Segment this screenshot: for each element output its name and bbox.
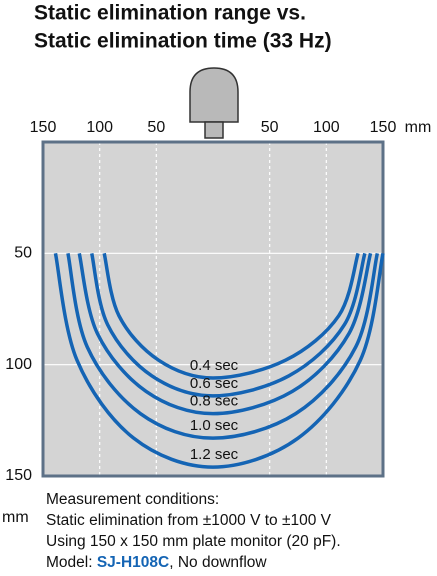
x-tick-label: 50 [261, 119, 279, 136]
model-note: Model: SJ-H108C, No downflow [46, 554, 267, 571]
contour-line [77, 252, 373, 416]
chart-title: Static elimination range vs. [34, 2, 306, 25]
note: Static elimination from ±1000 V to ±100 … [46, 512, 332, 529]
y-tick-label: 150 [5, 467, 32, 484]
contour-line [90, 252, 367, 398]
model-name: SJ-H108C [97, 554, 169, 571]
x-tick-label: 100 [313, 119, 340, 136]
contour-line [102, 252, 360, 380]
x-tick-label: 150 [370, 119, 397, 136]
x-tick-label: 100 [86, 119, 113, 136]
series-label: 1.0 sec [190, 417, 239, 434]
sensor-head [189, 67, 239, 139]
contour-line [66, 252, 380, 440]
y-tick-label: 100 [5, 356, 32, 373]
plot-border [41, 140, 385, 478]
chart-title: Static elimination time (33 Hz) [34, 30, 332, 53]
note: Using 150 x 150 mm plate monitor (20 pF)… [46, 533, 341, 550]
contour-line [53, 252, 385, 469]
x-tick-label: 150 [30, 119, 57, 136]
series-label: 0.4 sec [190, 357, 239, 374]
x-tick-label: 50 [147, 119, 165, 136]
series-label: 1.2 sec [190, 446, 239, 463]
x-unit: mm [405, 119, 432, 136]
series-label: 0.6 sec [190, 375, 239, 392]
note: Measurement conditions: [46, 491, 219, 508]
y-tick-label: 50 [14, 245, 32, 262]
y-unit: mm [2, 509, 29, 526]
model-suffix: , No downflow [169, 554, 267, 571]
series-label: 0.8 sec [190, 393, 239, 410]
model-prefix: Model: [46, 554, 97, 571]
